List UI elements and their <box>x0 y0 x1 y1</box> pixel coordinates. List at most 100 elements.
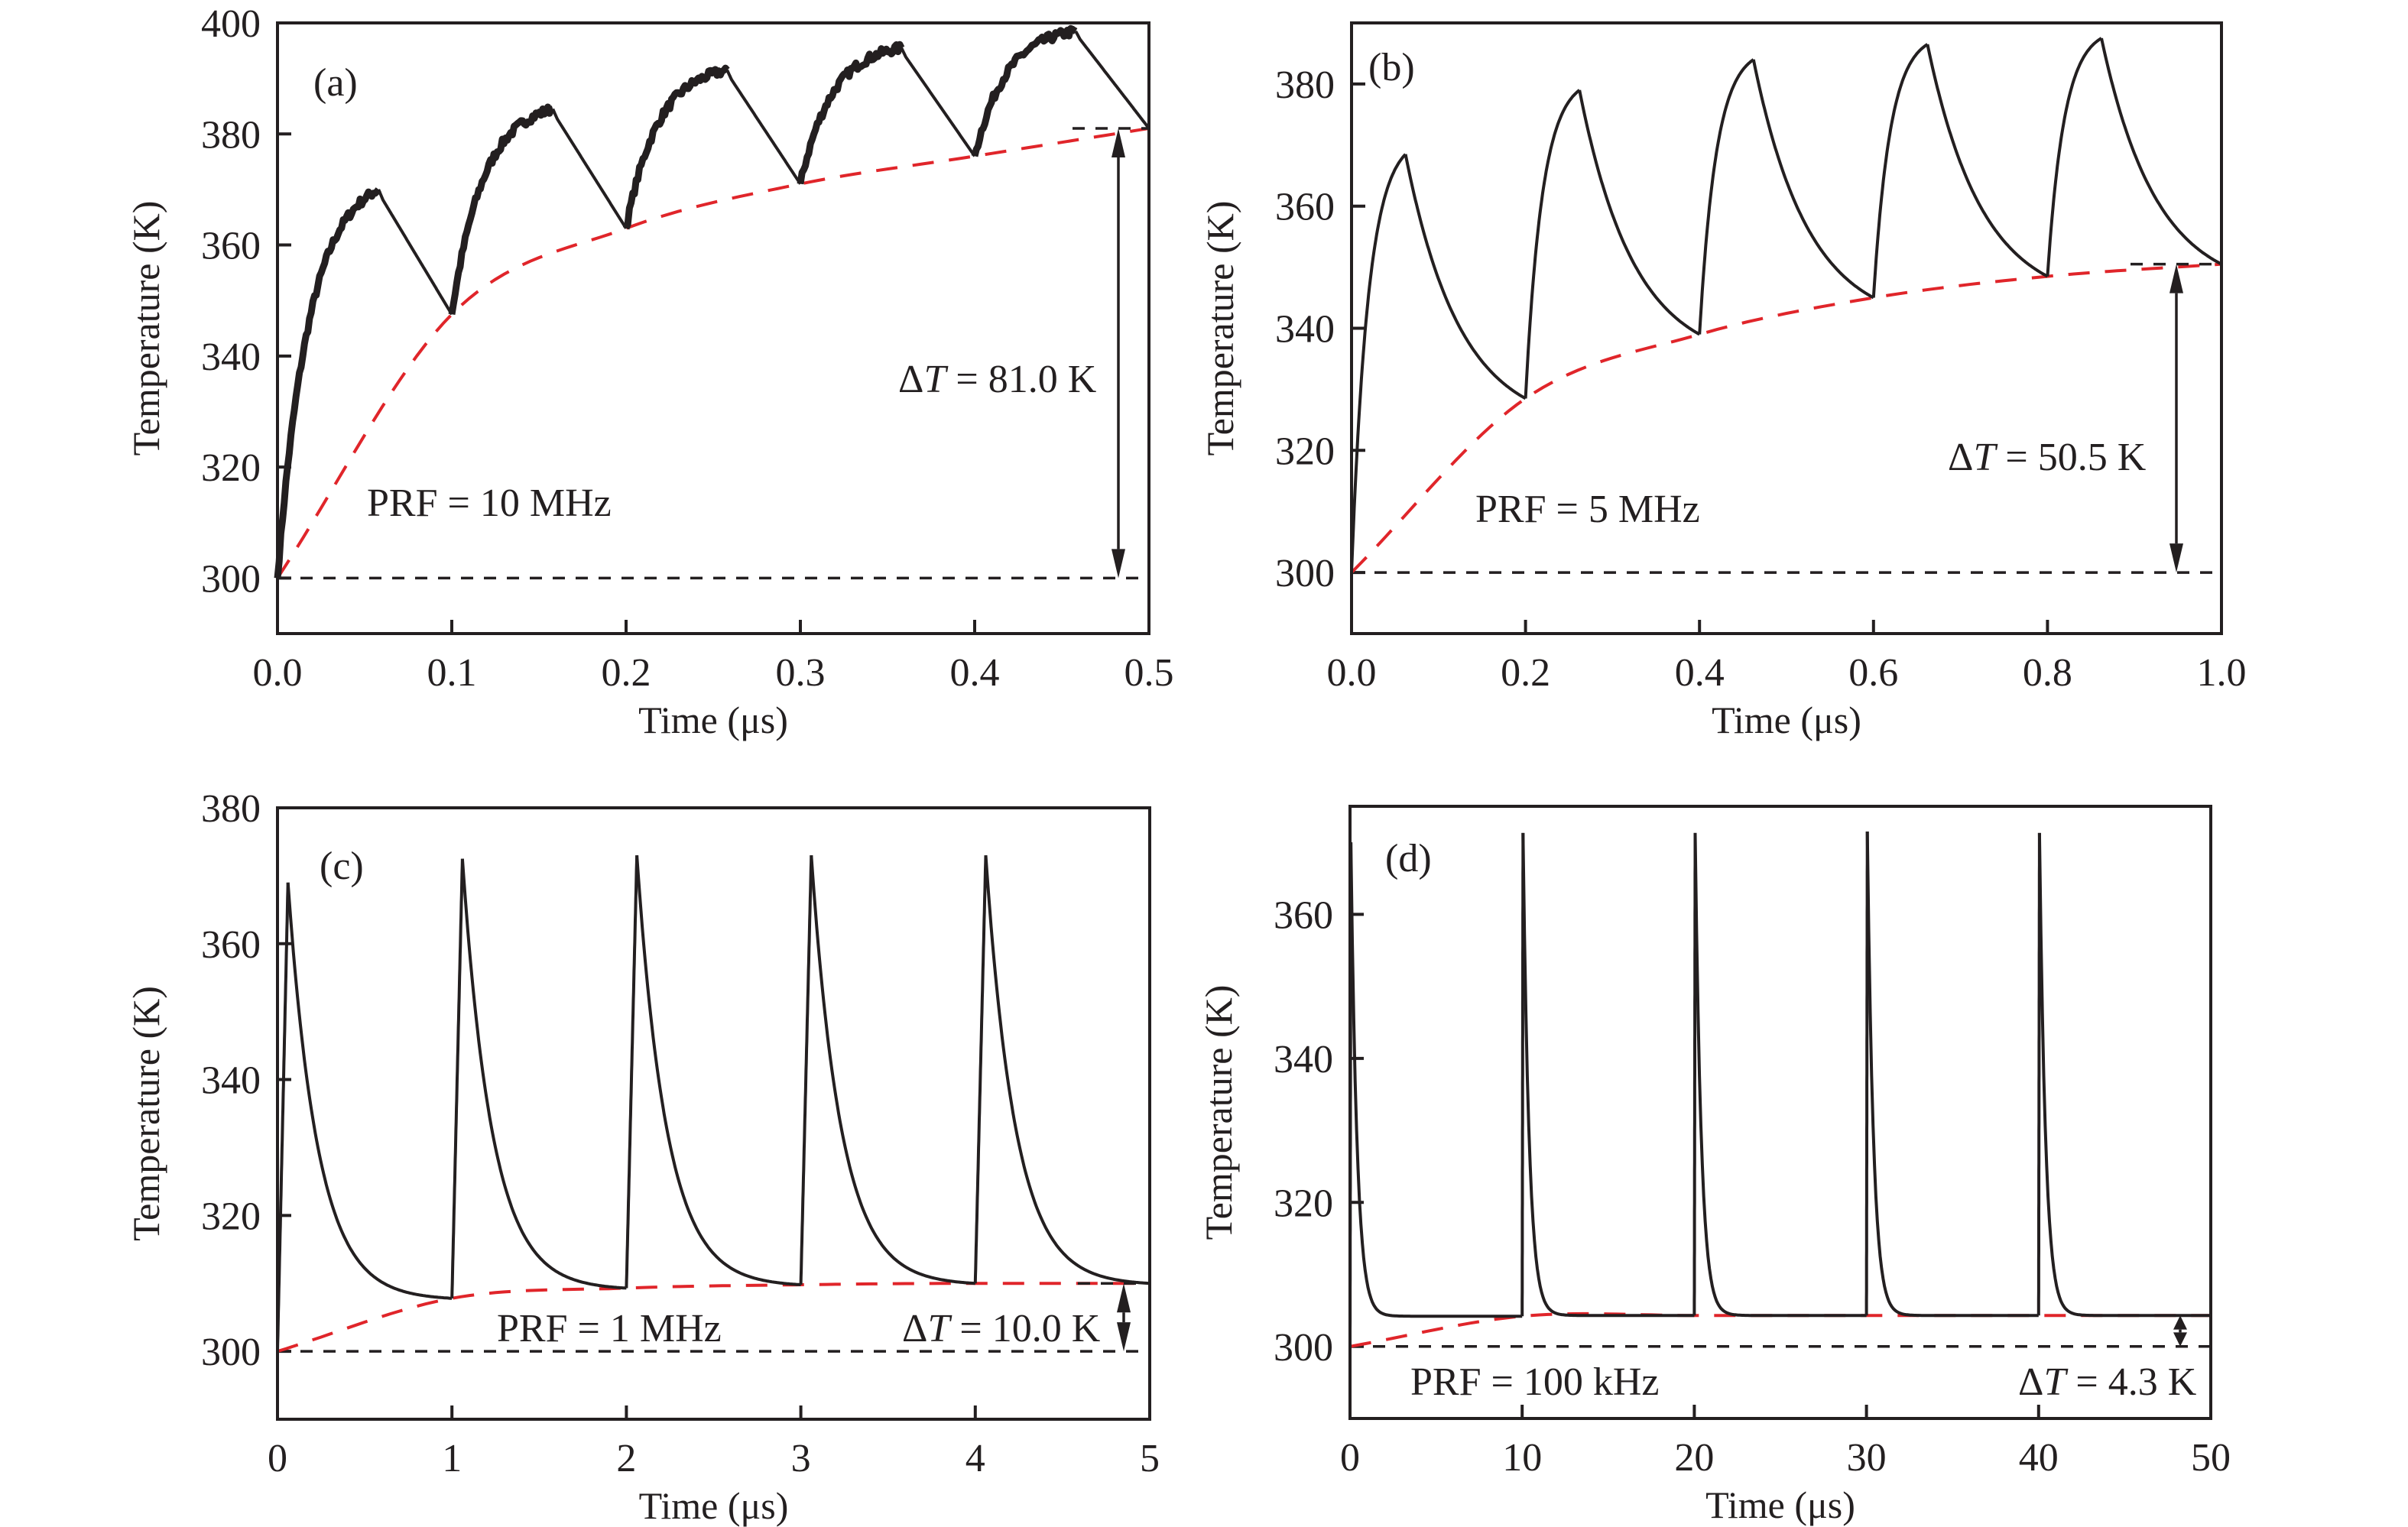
delta-t-annotation: ΔT = 81.0 K <box>898 358 1097 401</box>
x-tick-label: 2 <box>616 1437 636 1480</box>
y-tick-label: 340 <box>1274 1038 1333 1081</box>
prf-annotation: PRF = 5 MHz <box>1475 488 1700 531</box>
delta-symbol: Δ <box>902 1307 927 1350</box>
temperature-cooling-segment <box>286 882 453 1300</box>
y-tick-label: 360 <box>201 225 261 268</box>
temperature-cooling-segment <box>377 189 453 316</box>
temperature-heating-segment <box>1350 153 1407 573</box>
y-tick-label: 340 <box>201 1059 261 1103</box>
panel-label: (d) <box>1385 837 1432 880</box>
temperature-cooling-segment <box>460 858 627 1290</box>
delta-variable: T <box>923 358 948 401</box>
panel-label: (b) <box>1368 46 1415 89</box>
arrow-up-icon <box>1117 1283 1131 1313</box>
temperature-heating-segment <box>276 882 290 1352</box>
delta-t-annotation: ΔT = 50.5 K <box>1948 436 2147 479</box>
prf-annotation: PRF = 1 MHz <box>497 1307 722 1350</box>
delta-symbol: Δ <box>2018 1360 2043 1404</box>
delta-symbol: Δ <box>898 358 923 401</box>
delta-t-annotation: ΔT = 10.0 K <box>902 1307 1101 1350</box>
panel-b: 300 320 340 360 380 0.0 0.2 0.4 0.6 0.8 1.0 Time (μ… <box>1199 21 2247 741</box>
temperature-heating-segment <box>2046 37 2103 277</box>
temperature-heating-segment <box>973 855 988 1284</box>
x-axis-label: Time (μs) <box>1712 699 1861 741</box>
temperature-cooling-segment <box>2037 832 2212 1318</box>
x-tick-label: 40 <box>2019 1436 2059 1480</box>
y-tick-label: 320 <box>1274 1182 1333 1225</box>
x-tick-label: 0 <box>1340 1436 1360 1480</box>
arrow-down-icon <box>2173 1332 2187 1347</box>
temperature-heating-segment <box>625 855 639 1289</box>
prf-annotation: PRF = 100 kHz <box>1410 1360 1659 1404</box>
x-tick-label: 0.6 <box>1848 651 1898 695</box>
x-tick-label: 30 <box>1847 1436 1887 1480</box>
envelope-dashed-curve <box>1350 262 2222 574</box>
y-tick-label: 380 <box>201 787 261 831</box>
x-tick-label: 0.2 <box>1501 651 1550 695</box>
y-tick-label: 360 <box>1274 893 1333 937</box>
arrow-up-icon <box>2169 264 2183 293</box>
temperature-cooling-segment <box>551 108 628 229</box>
plot-frame <box>1348 805 2212 1420</box>
panel-label: (a) <box>313 61 358 105</box>
plot-frame <box>276 21 1150 635</box>
y-tick-label: 300 <box>201 557 261 601</box>
y-tick-label: 380 <box>201 113 261 157</box>
x-axis-label: Time (μs) <box>1705 1483 1855 1526</box>
delta-variable: T <box>2043 1360 2068 1404</box>
x-tick-label: 50 <box>2191 1436 2231 1480</box>
y-tick-label: 300 <box>1274 1326 1333 1370</box>
y-tick-label: 320 <box>1275 430 1335 473</box>
temperature-cooling-segment <box>635 855 801 1286</box>
temperature-heating-segment <box>799 855 813 1285</box>
y-tick-label: 320 <box>201 446 261 490</box>
delta-symbol: Δ <box>1948 436 1973 479</box>
y-tick-label: 300 <box>201 1331 261 1374</box>
x-tick-label: 0.5 <box>1124 651 1174 695</box>
temperature-cooling-segment <box>725 69 802 185</box>
envelope-dashed-curve <box>277 1282 1150 1354</box>
x-axis-label: Time (μs) <box>638 699 788 741</box>
arrow-up-icon <box>2173 1315 2187 1330</box>
delta-value: = 50.5 K <box>1995 436 2146 479</box>
temperature-cooling-segment <box>984 855 1150 1285</box>
arrow-down-icon <box>1112 549 1125 579</box>
plot-frame <box>1350 21 2223 635</box>
panel-c: 300 320 340 360 380 0 1 2 3 4 5 Time (μs) Temperatur… <box>125 787 1160 1527</box>
temperature-cooling-segment <box>1404 154 1527 400</box>
x-tick-label: 5 <box>1140 1437 1160 1480</box>
x-tick-label: 0.0 <box>1327 651 1377 695</box>
x-tick-label: 0.1 <box>427 651 477 695</box>
delta-t-annotation: ΔT = 4.3 K <box>2018 1360 2197 1404</box>
temperature-heating-segment <box>797 41 905 185</box>
x-tick-label: 20 <box>1674 1436 1714 1480</box>
temperature-heating-segment <box>971 24 1078 157</box>
y-axis-label: Temperature (K) <box>125 201 167 456</box>
y-tick-label: 300 <box>1275 552 1335 595</box>
temperature-cooling-segment <box>1074 30 1150 130</box>
y-tick-label: 320 <box>201 1195 261 1238</box>
temperature-cooling-segment <box>810 855 975 1285</box>
arrow-up-icon <box>1112 128 1125 158</box>
temperature-cooling-segment <box>1693 832 1867 1318</box>
delta-variable: T <box>1973 436 1997 479</box>
x-tick-label: 3 <box>791 1437 811 1480</box>
panel-d: 300 320 340 360 0 10 20 30 40 50 Time (μs) Temperat… <box>1197 805 2231 1526</box>
temperature-cooling-segment <box>1349 842 1523 1318</box>
y-tick-label: 360 <box>201 923 261 967</box>
panel-a: 300 320 340 360 380 400 0.0 0.1 0.2 0.3 0.4 0.5 Time… <box>125 2 1174 741</box>
temperature-heating-segment <box>622 64 730 230</box>
temperature-heating-segment <box>274 187 381 579</box>
temperature-cooling-segment <box>1578 89 1701 336</box>
panel-label: (c) <box>320 845 364 888</box>
y-tick-label: 380 <box>1275 63 1335 107</box>
x-tick-label: 0.4 <box>950 651 1000 695</box>
x-tick-label: 0.8 <box>2023 651 2072 695</box>
y-tick-label: 400 <box>201 2 261 46</box>
y-axis-label: Temperature (K) <box>1199 201 1241 456</box>
temperature-cooling-segment <box>2100 37 2222 266</box>
temperature-heating-segment <box>1524 89 1581 399</box>
x-tick-label: 4 <box>965 1437 985 1480</box>
y-axis-label: Temperature (K) <box>1197 985 1240 1240</box>
